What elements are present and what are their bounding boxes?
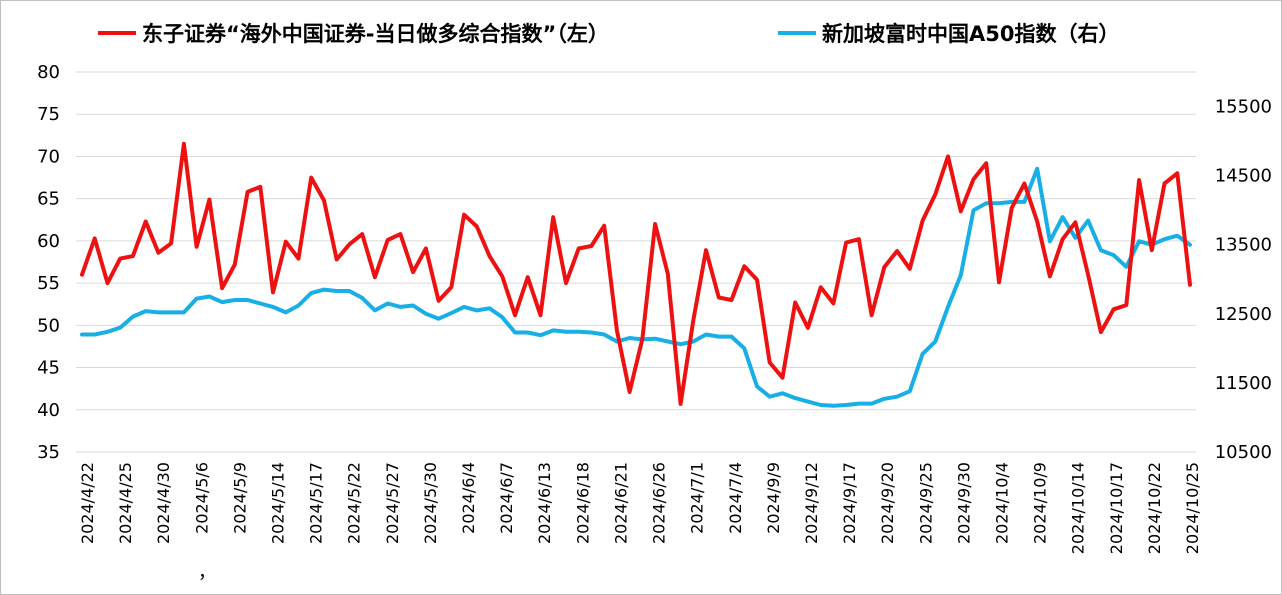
- x-tick-label: 2024/5/17: [307, 462, 326, 544]
- right-tick-label: 11500: [1215, 373, 1272, 394]
- left-tick-label: 35: [37, 442, 60, 463]
- left-tick-label: 65: [37, 189, 60, 210]
- x-tick-label: 2024/9/30: [954, 462, 973, 544]
- right-tick-label: 15500: [1215, 97, 1272, 118]
- gridlines: [76, 71, 1196, 453]
- legend-label-series-0: 东子证券“海外中国证券-当日做多综合指数”（左）: [142, 22, 609, 46]
- x-tick-label: 2024/6/18: [573, 462, 592, 544]
- x-tick-label: 2024/9/20: [878, 462, 897, 544]
- left-tick-label: 45: [37, 358, 60, 379]
- series-line-0: [80, 141, 1192, 406]
- x-tick-label: 2024/5/6: [192, 462, 211, 534]
- series-line-1: [80, 166, 1192, 408]
- legend: 东子证券“海外中国证券-当日做多综合指数”（左） 新加坡富时中国A50指数（右）: [98, 22, 1119, 46]
- left-tick-label: 80: [37, 62, 60, 83]
- left-tick-label: 50: [37, 315, 60, 336]
- x-tick-label: 2024/9/12: [802, 462, 821, 544]
- x-tick-label: 2024/10/17: [1107, 462, 1126, 554]
- x-tick-label: 2024/4/22: [78, 462, 97, 544]
- legend-item-series-0: 东子证券“海外中国证券-当日做多综合指数”（左）: [98, 22, 609, 46]
- x-tick-label: 2024/6/26: [650, 462, 669, 544]
- x-tick-label: 2024/6/21: [611, 462, 630, 544]
- x-tick-label: 2024/5/30: [421, 462, 440, 544]
- x-tick-label: 2024/5/14: [269, 462, 288, 544]
- left-axis-ticks: 35 40 45 50 55 60 65 70 75 80: [37, 62, 60, 463]
- left-tick-label: 60: [37, 231, 60, 252]
- x-tick-label: 2024/6/4: [459, 462, 478, 534]
- x-tick-label: 2024/6/7: [497, 462, 516, 534]
- x-tick-label: 2024/10/25: [1183, 462, 1202, 554]
- x-tick-label: 2024/4/30: [154, 462, 173, 544]
- x-axis-ticks: 2024/4/22 2024/4/25 2024/4/30 2024/5/6 2024/…: [78, 462, 1202, 554]
- left-tick-label: 55: [37, 273, 60, 294]
- x-tick-label: 2024/4/25: [116, 462, 135, 544]
- right-tick-label: 10500: [1215, 442, 1272, 463]
- x-tick-label: 2024/10/4: [992, 462, 1011, 544]
- x-tick-label: 2024/9/17: [840, 462, 859, 544]
- left-tick-label: 40: [37, 400, 60, 421]
- x-tick-label: 2024/6/13: [535, 462, 554, 544]
- x-tick-label: 2024/9/9: [764, 462, 783, 534]
- x-tick-label: 2024/5/27: [383, 462, 402, 544]
- right-tick-label: 12500: [1215, 304, 1272, 325]
- left-tick-label: 70: [37, 146, 60, 167]
- legend-item-series-1: 新加坡富时中国A50指数（右）: [778, 22, 1119, 46]
- stray-mark: ，: [198, 562, 216, 583]
- x-tick-label: 2024/10/14: [1069, 462, 1088, 554]
- series-lines: [80, 141, 1192, 408]
- right-tick-label: 14500: [1215, 166, 1272, 187]
- left-tick-label: 75: [37, 104, 60, 125]
- x-tick-label: 2024/5/22: [345, 462, 364, 544]
- x-tick-label: 2024/10/22: [1145, 462, 1164, 554]
- right-axis-ticks: 10500 11500 12500 13500 14500 15500: [1215, 97, 1272, 463]
- x-tick-label: 2024/5/9: [230, 462, 249, 534]
- x-tick-label: 2024/9/25: [916, 462, 935, 544]
- x-tick-label: 2024/7/1: [688, 462, 707, 534]
- right-tick-label: 13500: [1215, 235, 1272, 256]
- legend-label-series-1: 新加坡富时中国A50指数（右）: [822, 22, 1119, 46]
- x-tick-label: 2024/7/4: [726, 462, 745, 534]
- x-tick-label: 2024/10/9: [1031, 462, 1050, 544]
